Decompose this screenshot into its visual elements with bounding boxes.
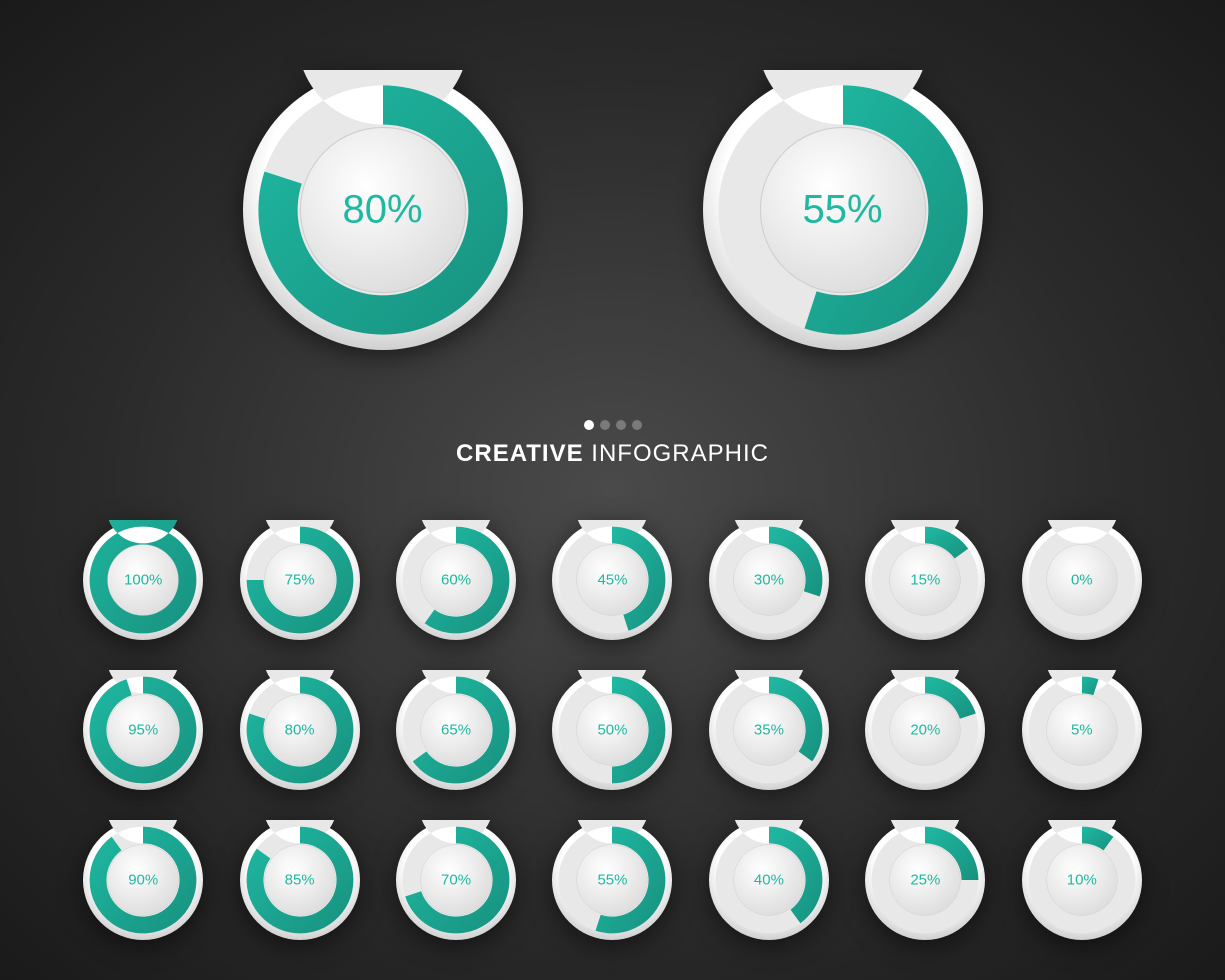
gauge-label: 50%: [597, 722, 627, 739]
title-light: INFOGRAPHIC: [584, 440, 769, 467]
hero-gauge-row: 80% 55%: [0, 70, 1225, 350]
grid-gauge-12: 20%: [865, 670, 985, 790]
gauge-label: 20%: [910, 722, 940, 739]
gauge-label: 85%: [285, 872, 315, 889]
grid-gauge-6: 0%: [1022, 520, 1142, 640]
pager-dot: [632, 420, 642, 430]
pager-dot: [584, 420, 594, 430]
gauge-label: 30%: [754, 572, 784, 589]
grid-gauge-13: 5%: [1022, 670, 1142, 790]
gauge-label: 35%: [754, 722, 784, 739]
pager-dot: [616, 420, 626, 430]
gauge-label: 15%: [910, 572, 940, 589]
hero-gauge-1: 55%: [703, 70, 983, 350]
grid-gauge-11: 35%: [709, 670, 829, 790]
gauge-label: 40%: [754, 872, 784, 889]
grid-gauge-17: 55%: [552, 820, 672, 940]
gauge-label: 10%: [1067, 872, 1097, 889]
grid-gauge-14: 90%: [83, 820, 203, 940]
grid-gauge-2: 60%: [396, 520, 516, 640]
grid-gauge-15: 85%: [240, 820, 360, 940]
grid-gauge-8: 80%: [240, 670, 360, 790]
gauge-label: 90%: [128, 872, 158, 889]
title-block: CREATIVE INFOGRAPHIC: [0, 420, 1225, 468]
grid-gauge-16: 70%: [396, 820, 516, 940]
gauge-label: 70%: [441, 872, 471, 889]
hero-gauge-0: 80%: [243, 70, 523, 350]
pager-dots: [0, 420, 1225, 430]
grid-gauge-0: 100%: [83, 520, 203, 640]
pager-dot: [600, 420, 610, 430]
title-bold: CREATIVE: [456, 440, 584, 467]
grid-gauge-20: 10%: [1022, 820, 1142, 940]
grid-gauge-19: 25%: [865, 820, 985, 940]
gauge-grid: 100% 75% 60%: [0, 520, 1225, 940]
grid-gauge-3: 45%: [552, 520, 672, 640]
gauge-label: 75%: [285, 572, 315, 589]
grid-gauge-9: 65%: [396, 670, 516, 790]
grid-gauge-4: 30%: [709, 520, 829, 640]
grid-gauge-10: 50%: [552, 670, 672, 790]
title-line: CREATIVE INFOGRAPHIC: [0, 440, 1225, 468]
grid-gauge-5: 15%: [865, 520, 985, 640]
gauge-label: 45%: [597, 572, 627, 589]
grid-gauge-7: 95%: [83, 670, 203, 790]
gauge-label: 5%: [1071, 722, 1093, 739]
gauge-label: 80%: [285, 722, 315, 739]
gauge-label: 25%: [910, 872, 940, 889]
gauge-label: 60%: [441, 572, 471, 589]
gauge-label: 65%: [441, 722, 471, 739]
grid-gauge-1: 75%: [240, 520, 360, 640]
gauge-label: 55%: [597, 872, 627, 889]
gauge-label: 95%: [128, 722, 158, 739]
gauge-label: 100%: [124, 572, 162, 589]
gauge-label: 55%: [802, 188, 882, 233]
gauge-label: 0%: [1071, 572, 1093, 589]
grid-gauge-18: 40%: [709, 820, 829, 940]
gauge-label: 80%: [342, 188, 422, 233]
